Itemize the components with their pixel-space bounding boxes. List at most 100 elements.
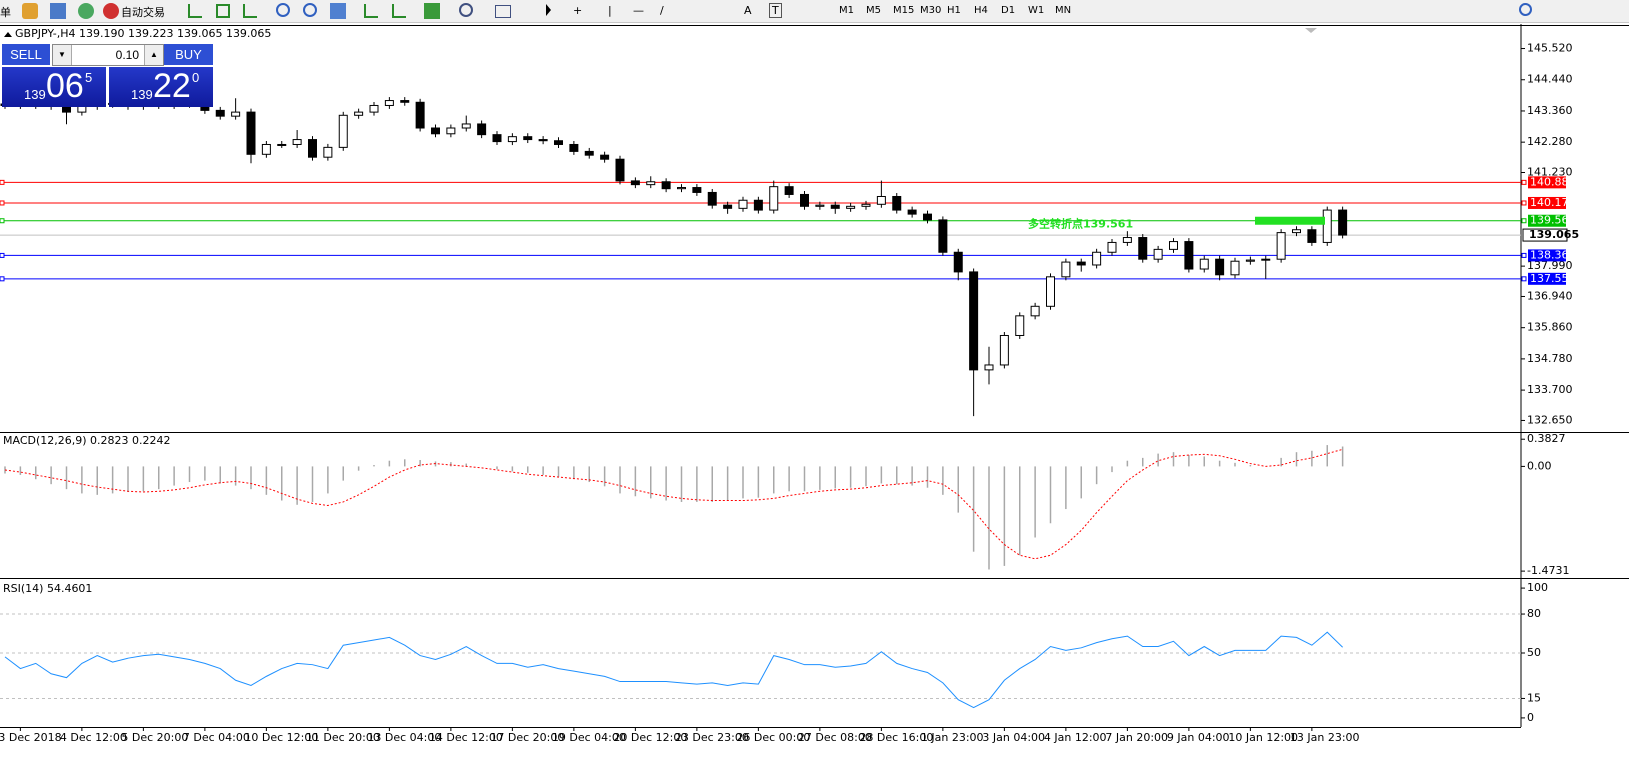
x-tick-label: 4 Dec 12:00 (60, 731, 127, 744)
collapse-icon[interactable] (4, 32, 12, 37)
icon[interactable] (50, 3, 66, 19)
macd-title: MACD(12,26,9) 0.2823 0.2242 (3, 434, 171, 447)
candle-body (323, 146, 333, 158)
x-tick-label: 13 Dec 04:00 (367, 731, 441, 744)
icon[interactable] (546, 4, 551, 16)
icon[interactable] (303, 3, 317, 17)
icon[interactable] (22, 3, 38, 19)
icon[interactable] (276, 3, 290, 17)
buy-button[interactable]: BUY (164, 44, 213, 65)
candle-body (615, 158, 625, 182)
candle-body (477, 123, 487, 136)
timeframe[interactable]: H1 (947, 5, 961, 16)
sell-button[interactable]: SELL (2, 44, 50, 65)
timeframe[interactable]: MN (1055, 5, 1072, 16)
icon[interactable] (392, 4, 406, 18)
icon[interactable]: / (660, 4, 664, 17)
icon[interactable] (364, 4, 378, 18)
icon[interactable] (188, 4, 202, 18)
candle-body (246, 111, 256, 155)
bid-label-bg (1522, 228, 1568, 242)
candle-body (1261, 258, 1271, 261)
y-tick-label: 137.990 (1527, 259, 1573, 272)
tool-label[interactable]: T (769, 3, 782, 18)
icon[interactable] (243, 4, 257, 18)
candle-body (1122, 237, 1132, 243)
candle-body (830, 204, 840, 209)
lot-value[interactable]: 0.10 (115, 48, 139, 62)
y-tick-label: 0 (1527, 711, 1534, 724)
level-label: 139.561 (1530, 214, 1576, 227)
icon[interactable] (330, 3, 346, 19)
candle-body (584, 150, 594, 156)
icon[interactable]: | (608, 4, 612, 17)
level-label: 140.889 (1530, 175, 1576, 188)
level-handle (1521, 276, 1527, 282)
icon[interactable]: — (633, 4, 644, 17)
candle-body (507, 136, 517, 143)
candle-body (876, 195, 886, 205)
lot-field[interactable]: ▼ 0.10 ▲ (52, 44, 164, 66)
level-marker (1255, 216, 1325, 225)
y-tick-label: 134.780 (1527, 352, 1573, 365)
chart-header: GBPJPY-,H4 139.190 139.223 139.065 139.0… (15, 27, 271, 40)
tool-text[interactable]: A (744, 4, 752, 17)
lot-up[interactable]: ▲ (144, 45, 163, 65)
level-label-bg (1528, 272, 1566, 285)
level-handle (1521, 252, 1527, 258)
icon[interactable]: + (573, 4, 583, 17)
candle-body (338, 114, 348, 148)
candle-body (1245, 259, 1255, 262)
icon[interactable] (78, 3, 94, 19)
x-tick-label: 7 Jan 20:00 (1105, 731, 1168, 744)
icon[interactable] (495, 5, 511, 18)
level-label: 137.551 (1530, 272, 1576, 285)
level-handle (1521, 179, 1527, 185)
timeframe[interactable]: M15 (893, 5, 915, 16)
icon[interactable] (216, 4, 230, 18)
candle-body (62, 105, 71, 113)
x-tick-label: 11 Dec 20:00 (306, 731, 380, 744)
candle-body (646, 181, 656, 186)
candle-body (354, 111, 364, 116)
timeframe[interactable]: M1 (839, 5, 854, 16)
candle-body (277, 143, 287, 146)
candle-body (1107, 241, 1117, 253)
level-label-bg (1528, 214, 1566, 227)
candle-body (815, 204, 825, 207)
candle-body (384, 100, 394, 106)
level-label: 138.361 (1530, 248, 1576, 261)
price-small: 0 (192, 70, 200, 85)
timeframe[interactable]: W1 (1028, 5, 1045, 16)
icon[interactable] (103, 3, 119, 19)
candle-body (1292, 229, 1301, 234)
timeframe[interactable]: M5 (866, 5, 881, 16)
menu-char[interactable]: 单 (0, 6, 11, 19)
lot-down[interactable]: ▼ (53, 45, 72, 65)
sell-price[interactable]: 139 06 5 (2, 67, 106, 107)
x-tick-label: 7 Dec 04:00 (183, 731, 250, 744)
price-main: 22 (153, 67, 191, 105)
x-tick-label: 17 Dec 20:00 (490, 731, 564, 744)
level-handle (0, 252, 5, 258)
timeframe[interactable]: M30 (920, 5, 942, 16)
auto-trading[interactable]: 自动交易 (121, 6, 165, 19)
level-label-bg (1528, 196, 1566, 209)
candle-body (1092, 251, 1102, 266)
candle-body (400, 100, 410, 103)
candle-body (1076, 261, 1086, 266)
candle-body (446, 127, 456, 135)
chart-bg (0, 24, 1629, 746)
timeframe[interactable]: H4 (974, 5, 988, 16)
search-icon[interactable] (1519, 3, 1532, 16)
candle-body (1276, 232, 1286, 260)
icon[interactable] (424, 3, 440, 19)
candle-body (938, 219, 948, 253)
candle-body (1322, 209, 1332, 243)
candle-body (923, 213, 932, 221)
price-big: 139 (24, 87, 46, 102)
buy-price[interactable]: 139 22 0 (109, 67, 213, 107)
icon[interactable] (459, 3, 473, 17)
timeframe[interactable]: D1 (1001, 5, 1016, 16)
